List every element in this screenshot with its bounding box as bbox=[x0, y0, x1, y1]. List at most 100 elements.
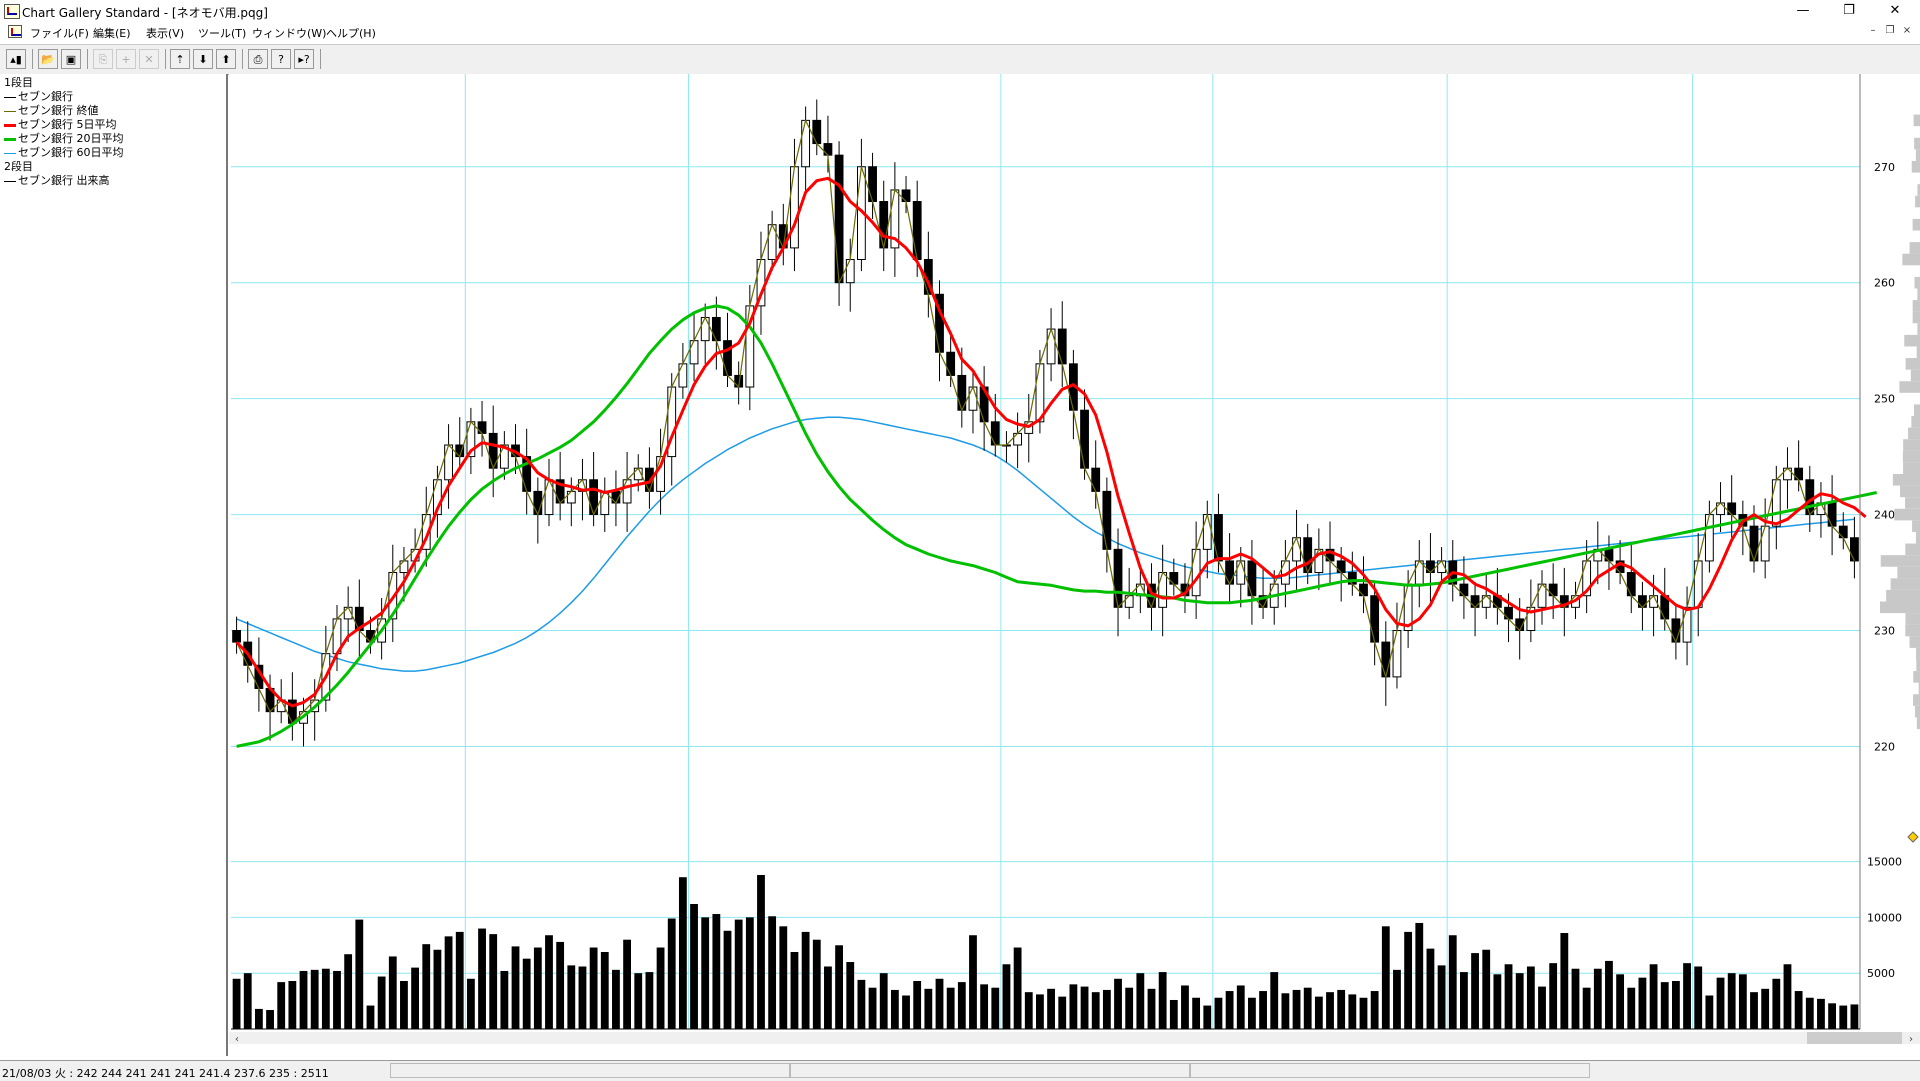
volume-bar bbox=[1571, 968, 1580, 1029]
open-button[interactable]: 📂 bbox=[38, 49, 58, 69]
legend-item[interactable]: セブン銀行 60日平均 bbox=[4, 146, 124, 159]
legend-item[interactable]: セブン銀行 5日平均 bbox=[4, 118, 117, 131]
candle-body bbox=[901, 189, 911, 203]
volume-bar bbox=[935, 978, 944, 1029]
candle-body bbox=[622, 479, 632, 504]
app-icon[interactable] bbox=[4, 4, 20, 19]
profile-bar bbox=[1917, 323, 1920, 335]
profile-bar bbox=[1894, 508, 1920, 521]
menu-view[interactable]: 表示(V) bbox=[146, 27, 185, 40]
scroll-left-icon: ‹ bbox=[235, 1034, 239, 1044]
mdi-restore-button[interactable]: ❐ bbox=[1885, 25, 1895, 36]
copy-button[interactable]: ⎘ bbox=[93, 49, 113, 69]
print-icon: ⎙ bbox=[253, 52, 263, 66]
profile-bar bbox=[1915, 195, 1920, 208]
candle-body bbox=[1827, 502, 1837, 527]
legend-item[interactable]: セブン銀行 出来高 bbox=[4, 174, 110, 187]
menu-window[interactable]: ウィンドウ(W) bbox=[252, 27, 327, 40]
volume-bar bbox=[232, 978, 241, 1029]
volume-bar bbox=[734, 919, 743, 1029]
help-icon: ? bbox=[278, 52, 284, 66]
document-icon[interactable] bbox=[8, 25, 22, 38]
candle-body bbox=[1370, 595, 1380, 643]
save-button[interactable]: ▣ bbox=[61, 49, 81, 69]
volume-bar bbox=[1738, 974, 1747, 1029]
delete-button[interactable]: ✕ bbox=[139, 49, 159, 69]
volume-bar bbox=[690, 903, 698, 1029]
volume-bar bbox=[511, 946, 520, 1029]
menu-help[interactable]: ヘルプ(H) bbox=[326, 27, 376, 40]
candle-body bbox=[946, 351, 956, 376]
volume-bar bbox=[924, 988, 933, 1029]
menu-tools[interactable]: ツール(T) bbox=[198, 27, 247, 40]
context-help-button[interactable]: ▸? bbox=[294, 49, 314, 69]
restore-button[interactable]: ❐ bbox=[1843, 3, 1855, 18]
candle-body bbox=[1113, 548, 1123, 608]
cursor-button[interactable]: ⇡ bbox=[170, 49, 190, 69]
close-button[interactable]: ✕ bbox=[1889, 3, 1901, 18]
candle-body bbox=[232, 630, 241, 643]
volume-bar bbox=[1192, 997, 1201, 1029]
candle-body bbox=[1626, 572, 1636, 597]
profile-bar bbox=[1911, 416, 1920, 428]
minimize-button[interactable]: — bbox=[1796, 3, 1810, 18]
candle-body bbox=[868, 166, 877, 203]
current-price-marker bbox=[1907, 831, 1919, 843]
candle-body bbox=[1236, 560, 1246, 585]
candle-body bbox=[1805, 479, 1815, 516]
legend-item[interactable]: セブン銀行 20日平均 bbox=[4, 132, 124, 145]
volume-bar bbox=[1794, 991, 1803, 1029]
legend-swatch bbox=[4, 152, 16, 154]
volume-bar bbox=[946, 987, 955, 1029]
candle-body bbox=[700, 316, 710, 342]
chart-grid bbox=[231, 74, 1860, 1029]
volume-bar bbox=[444, 936, 453, 1029]
move-up-button[interactable]: ⬆ bbox=[216, 49, 236, 69]
legend-label: セブン銀行 20日平均 bbox=[18, 132, 124, 145]
volume-bar bbox=[366, 1005, 375, 1029]
candle-body bbox=[968, 386, 978, 411]
candle-body bbox=[1716, 502, 1725, 516]
add-button[interactable]: + bbox=[116, 49, 136, 69]
mdi-close-button[interactable]: × bbox=[1902, 25, 1912, 36]
mdi-minimize-button[interactable]: – bbox=[1870, 25, 1876, 36]
menu-file[interactable]: ファイル(F) bbox=[30, 27, 89, 40]
print-button[interactable]: ⎙ bbox=[248, 49, 268, 69]
help-button[interactable]: ? bbox=[271, 49, 291, 69]
volume-bar bbox=[1359, 997, 1368, 1029]
profile-bar bbox=[1912, 300, 1920, 312]
profile-bar bbox=[1917, 184, 1920, 196]
profile-bar bbox=[1915, 531, 1920, 544]
volume-bar bbox=[857, 979, 866, 1029]
volume-bar bbox=[801, 931, 810, 1029]
horizontal-scrollbar[interactable]: ‹ › bbox=[229, 1032, 1920, 1044]
profile-bar bbox=[1913, 671, 1920, 683]
volume-bar bbox=[812, 939, 821, 1029]
candle-body bbox=[1169, 572, 1179, 585]
candle-body bbox=[1426, 560, 1435, 574]
candle-body bbox=[1102, 490, 1112, 550]
profile-bar bbox=[1899, 381, 1920, 393]
volume-bar bbox=[1370, 991, 1379, 1029]
chart-button[interactable]: ▴▮ bbox=[6, 49, 26, 69]
volume-bar bbox=[745, 917, 754, 1029]
ma60-line bbox=[236, 416, 1855, 672]
legend-item[interactable]: セブン銀行 bbox=[4, 90, 73, 103]
volume-bar bbox=[589, 947, 598, 1029]
move-down-button[interactable]: ⬇ bbox=[193, 49, 213, 69]
stock-chart[interactable]: 2702602502402302201500010000500021/0121/… bbox=[229, 74, 1920, 1044]
save-icon: ▣ bbox=[65, 52, 77, 66]
profile-bar bbox=[1904, 334, 1920, 347]
candle-body bbox=[1504, 606, 1513, 620]
ma20-line bbox=[236, 304, 1878, 748]
legend-item[interactable]: セブン銀行 終値 bbox=[4, 104, 99, 117]
volume-bar bbox=[1448, 935, 1457, 1029]
volume-bar bbox=[991, 987, 1000, 1029]
profile-bar bbox=[1916, 717, 1920, 730]
volume-bar bbox=[634, 973, 643, 1029]
volume-bar bbox=[1504, 964, 1513, 1029]
menu-edit[interactable]: 編集(E) bbox=[93, 27, 131, 40]
profile-bar bbox=[1890, 578, 1920, 590]
open-folder-icon: 📂 bbox=[41, 52, 55, 66]
candle-body bbox=[1158, 572, 1168, 608]
